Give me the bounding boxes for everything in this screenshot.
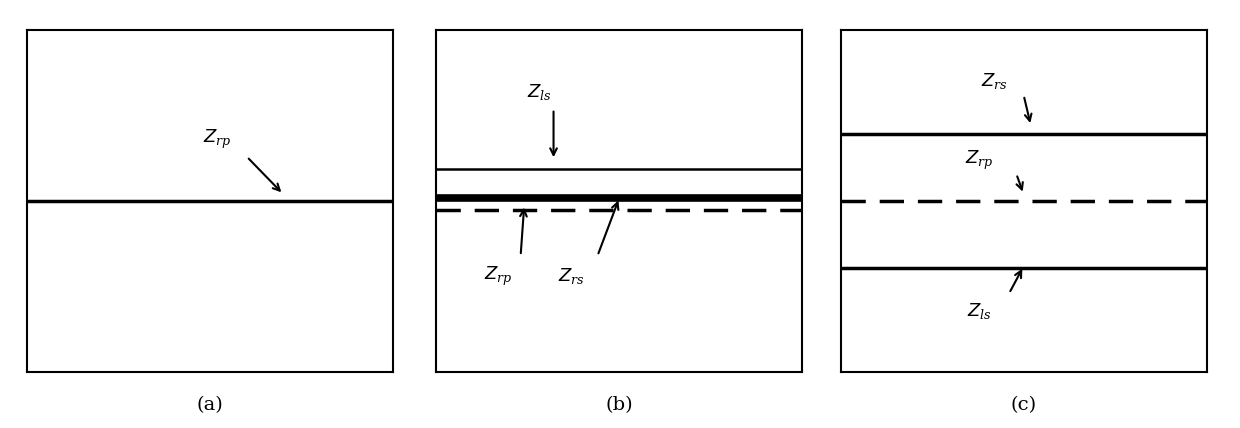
Text: (a): (a) — [197, 396, 223, 414]
Text: $Z_{\mathregular{ls}}$: $Z_{\mathregular{ls}}$ — [967, 301, 992, 321]
Text: $Z_{\mathregular{rp}}$: $Z_{\mathregular{rp}}$ — [203, 128, 232, 151]
Text: $Z_{\mathregular{rs}}$: $Z_{\mathregular{rs}}$ — [981, 71, 1008, 91]
Text: $Z_{\mathregular{rp}}$: $Z_{\mathregular{rp}}$ — [966, 149, 994, 172]
Text: $Z_{\mathregular{rs}}$: $Z_{\mathregular{rs}}$ — [558, 267, 585, 286]
Text: $Z_{\mathregular{ls}}$: $Z_{\mathregular{ls}}$ — [527, 82, 552, 101]
Text: (c): (c) — [1011, 396, 1037, 414]
Text: (b): (b) — [605, 396, 634, 414]
Text: $Z_{\mathregular{rp}}$: $Z_{\mathregular{rp}}$ — [485, 265, 513, 288]
